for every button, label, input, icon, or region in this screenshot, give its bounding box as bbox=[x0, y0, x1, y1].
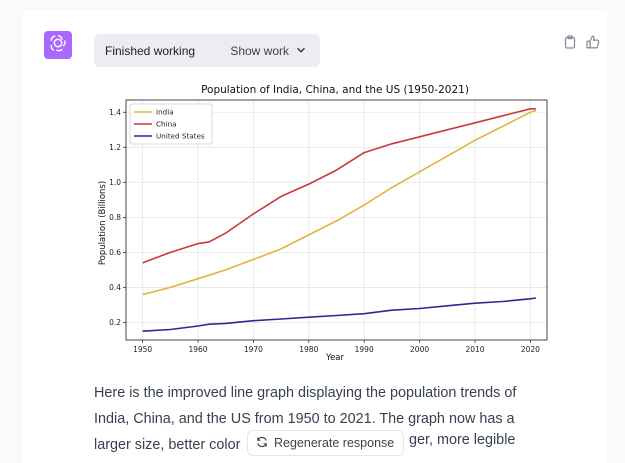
series-lines bbox=[142, 107, 537, 332]
x-tick-label: 1960 bbox=[188, 345, 207, 354]
work-status-pill: Finished working Show work bbox=[94, 34, 320, 67]
chart-title: Population of India, China, and the US (… bbox=[201, 84, 469, 96]
y-tick-label: 1.2 bbox=[109, 143, 121, 152]
x-tick-label: 2010 bbox=[465, 345, 484, 354]
assistant-avatar bbox=[44, 31, 72, 59]
x-axis-label: Year bbox=[325, 353, 345, 363]
y-tick-label: 0.8 bbox=[109, 213, 121, 222]
response-line-3-end: ger, more legible bbox=[409, 432, 516, 448]
regenerate-response-button[interactable]: Regenerate response bbox=[247, 430, 405, 456]
openai-logo-icon bbox=[48, 33, 68, 58]
chevron-down-icon bbox=[296, 44, 306, 58]
x-tick-label: 2020 bbox=[521, 345, 540, 354]
series-line-china bbox=[142, 107, 536, 264]
x-tick-label: 2000 bbox=[410, 345, 429, 354]
clipboard-icon[interactable] bbox=[563, 35, 577, 49]
y-tick-label: 0.2 bbox=[109, 318, 121, 327]
y-tick-label: 0.6 bbox=[109, 248, 121, 257]
legend-label: United States bbox=[156, 132, 205, 141]
population-chart: Population of India, China, and the US (… bbox=[95, 80, 552, 366]
legend-label: China bbox=[156, 120, 177, 129]
regenerate-label: Regenerate response bbox=[274, 436, 395, 450]
show-work-label: Show work bbox=[230, 43, 289, 58]
show-work-button[interactable]: Show work bbox=[230, 44, 320, 58]
x-tick-label: 1980 bbox=[299, 345, 318, 354]
legend-label: India bbox=[156, 108, 174, 117]
response-line-1: Here is the improved line graph displayi… bbox=[94, 385, 517, 401]
chart-svg: Population of India, China, and the US (… bbox=[98, 84, 548, 363]
y-tick-label: 0.4 bbox=[109, 283, 121, 292]
chart-legend: India China United States bbox=[129, 103, 213, 145]
response-line-2: India, China, and the US from 1950 to 20… bbox=[94, 411, 515, 427]
series-line-united-states bbox=[142, 297, 537, 332]
message-tools bbox=[563, 35, 600, 49]
refresh-icon bbox=[256, 436, 268, 451]
response-text: Here is the improved line graph displayi… bbox=[94, 380, 564, 458]
x-tick-label: 1950 bbox=[133, 345, 152, 354]
y-tick-label: 1.0 bbox=[109, 178, 121, 187]
y-tick-label: 1.4 bbox=[109, 108, 121, 117]
x-tick-label: 1990 bbox=[355, 345, 374, 354]
y-axis-label: Population (Billions) bbox=[98, 181, 108, 265]
plot-frame bbox=[125, 99, 548, 341]
thumbs-up-icon[interactable] bbox=[586, 35, 600, 49]
legend-box bbox=[129, 103, 213, 145]
response-line-3-start: larger size, better color bbox=[94, 437, 241, 453]
series-line-india bbox=[142, 109, 537, 296]
axis-ticks: 1950 1960 1970 1980 1990 2000 2010 2020 0.2 0.4 0.… bbox=[109, 108, 540, 354]
status-text: Finished working bbox=[105, 43, 196, 58]
x-tick-label: 1970 bbox=[244, 345, 263, 354]
